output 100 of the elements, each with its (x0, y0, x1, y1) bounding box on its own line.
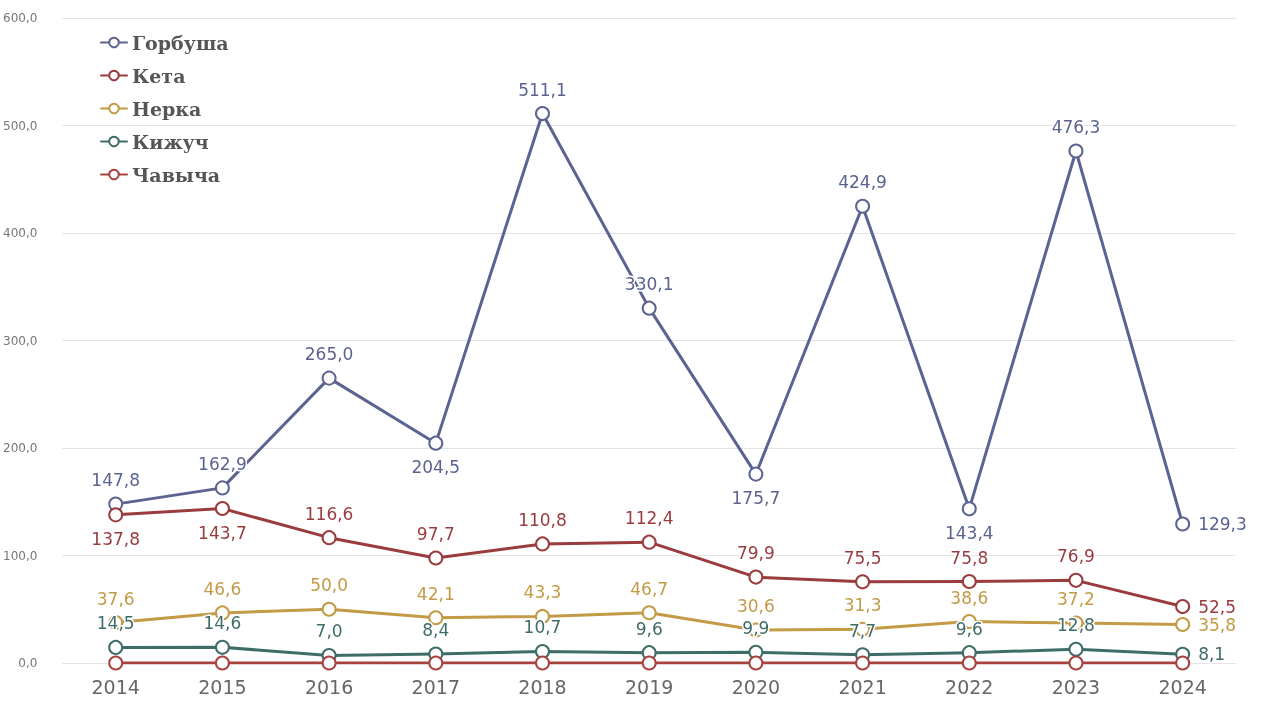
point (214, 501, 230, 517)
point (214, 480, 230, 496)
y-tick-label: 600,0 (2, 11, 38, 25)
data-label: 137,8 (91, 528, 141, 549)
point (641, 605, 657, 621)
data-label: 424,9 (838, 172, 887, 193)
data-label: 112,4 (624, 508, 674, 529)
x-tick-label: 2020 (731, 675, 781, 698)
point (321, 530, 337, 546)
x-tick-label: 2019 (625, 675, 674, 698)
point (961, 574, 977, 590)
point (961, 655, 977, 671)
point (428, 435, 444, 451)
data-label: 204,5 (411, 457, 461, 478)
data-label: 30,6 (736, 596, 775, 617)
data-label: 42,1 (416, 583, 455, 604)
y-tick-label: 200,0 (2, 441, 38, 455)
point (748, 655, 764, 671)
point (1068, 655, 1084, 671)
data-label: 8,4 (422, 619, 450, 640)
legend-label: Чавыча (132, 163, 221, 186)
point (641, 534, 657, 550)
point (855, 655, 871, 671)
data-label: 162,9 (198, 453, 247, 474)
data-label: 476,3 (1051, 116, 1101, 137)
data-label: 143,7 (198, 522, 247, 543)
legend-label: Горбуша (132, 31, 229, 54)
point (108, 655, 124, 671)
x-tick-label: 2015 (198, 675, 247, 698)
point (534, 106, 550, 122)
data-label: 31,3 (843, 595, 882, 616)
point (748, 569, 764, 585)
data-label: 110,8 (518, 509, 567, 530)
legend-label: Нерка (132, 97, 202, 120)
data-label: 7,0 (315, 621, 343, 642)
data-label: 79,9 (736, 543, 775, 564)
point (1175, 516, 1191, 532)
data-label: 175,7 (731, 488, 781, 509)
point (428, 655, 444, 671)
point (108, 507, 124, 523)
y-tick-label: 100,0 (2, 548, 38, 563)
data-label: 75,5 (843, 547, 882, 568)
data-label: 37,2 (1057, 589, 1095, 610)
point (641, 655, 657, 671)
point (1068, 641, 1084, 657)
data-label: 265,0 (304, 344, 354, 365)
point (321, 601, 337, 617)
point (641, 300, 657, 316)
data-label: 147,8 (91, 470, 141, 491)
data-label: 129,3 (1198, 514, 1247, 534)
data-label: 9,6 (955, 618, 983, 639)
y-tick-label: 400,0 (2, 226, 38, 240)
x-tick-label: 2022 (945, 675, 994, 698)
point (748, 466, 764, 482)
x-tick-label: 2014 (91, 675, 140, 698)
point (214, 655, 230, 671)
data-label: 46,7 (630, 578, 669, 599)
data-label: 75,8 (950, 547, 989, 568)
data-label: 14,6 (203, 613, 242, 634)
point (961, 501, 977, 517)
point (1175, 617, 1191, 633)
data-label: 46,6 (203, 578, 242, 599)
data-label: 76,9 (1057, 546, 1095, 567)
x-tick-label: 2017 (411, 675, 460, 698)
data-label: 97,7 (416, 523, 455, 544)
data-label: 43,3 (523, 582, 562, 603)
point (1175, 599, 1191, 615)
x-tick-label: 2024 (1158, 675, 1207, 698)
point (855, 198, 871, 214)
y-tick-label: 500,0 (2, 118, 38, 133)
y-tick-label: 0,0 (18, 656, 38, 670)
data-label: 35,8 (1198, 614, 1237, 635)
legend-label: Кета (132, 64, 186, 87)
point (321, 370, 337, 386)
data-label: 511,1 (518, 79, 567, 100)
point (108, 639, 124, 655)
point (1068, 572, 1084, 588)
data-label: 37,6 (96, 588, 135, 609)
point (428, 550, 444, 566)
data-label: 50,0 (310, 575, 349, 596)
x-tick-label: 2023 (1051, 675, 1101, 698)
x-tick-label: 2016 (304, 675, 354, 698)
data-label: 116,6 (304, 503, 354, 524)
point (534, 536, 550, 552)
legend-label: Кижуч (132, 130, 209, 153)
point (214, 639, 230, 655)
x-tick-label: 2021 (838, 675, 887, 698)
point (534, 655, 550, 671)
point (855, 574, 871, 590)
data-label: 143,4 (944, 522, 994, 543)
x-tick-label: 2018 (518, 675, 567, 698)
point (1068, 143, 1084, 159)
point (1175, 655, 1191, 671)
point (534, 644, 550, 659)
y-tick-label: 300,0 (2, 333, 38, 348)
data-label: 10,7 (523, 617, 562, 638)
data-label: 38,6 (950, 587, 989, 608)
data-label: 8,1 (1198, 644, 1226, 665)
point (321, 655, 337, 671)
data-label: 9,6 (635, 618, 663, 639)
